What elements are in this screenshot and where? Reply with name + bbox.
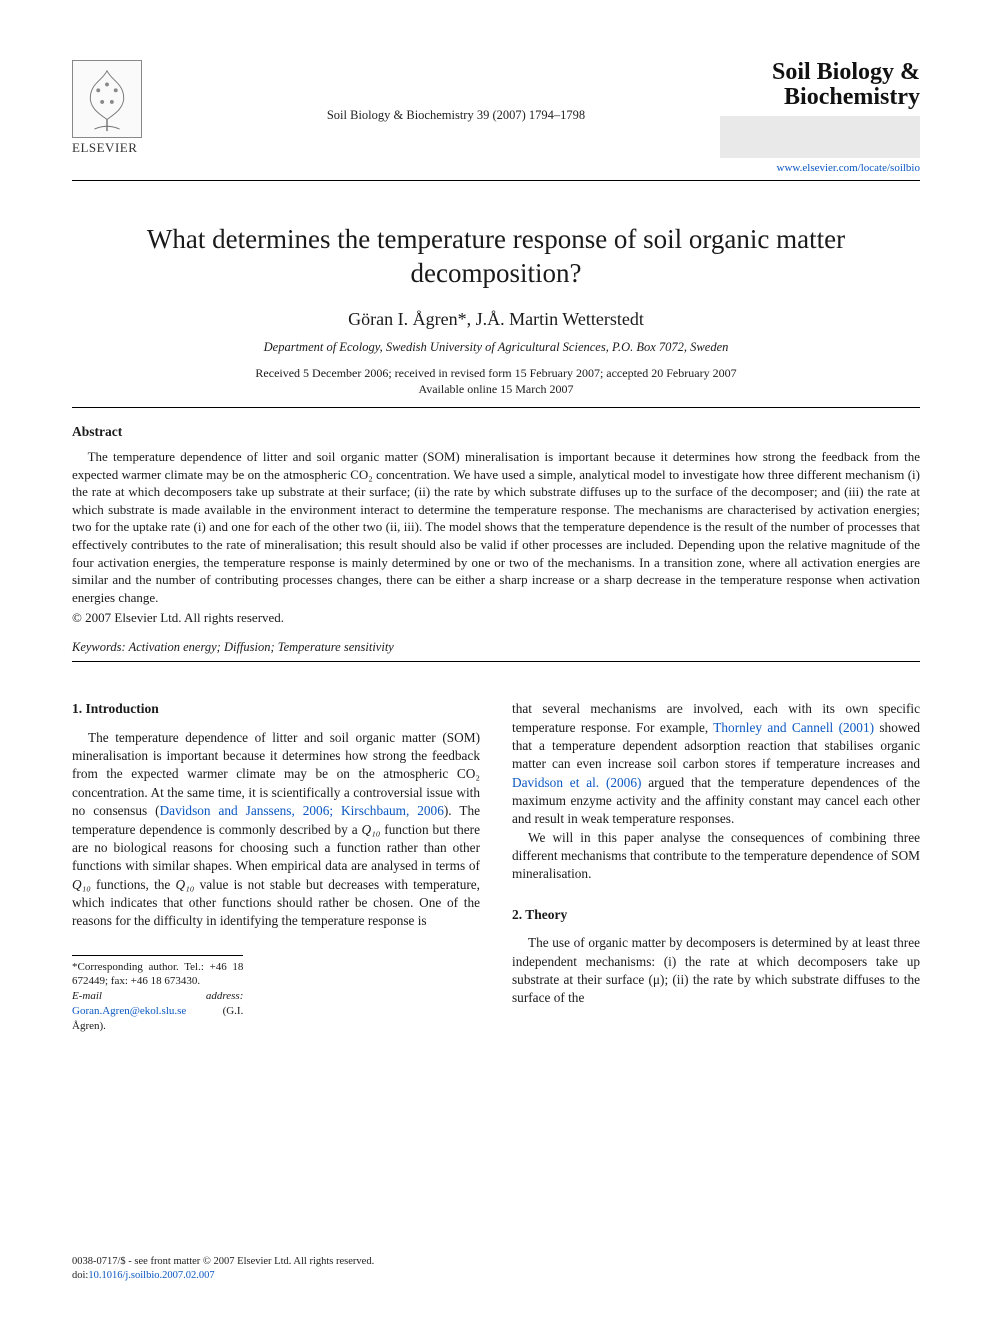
q10-symbol: Q₁₀ [72, 877, 91, 892]
abstract-section: Abstract The temperature dependence of l… [72, 424, 920, 626]
section-heading-intro: 1. Introduction [72, 700, 480, 719]
theory-para-1: The use of organic matter by decomposers… [512, 934, 920, 1007]
publisher-name: ELSEVIER [72, 140, 192, 156]
intro-para-3: We will in this paper analyse the conseq… [512, 829, 920, 884]
authors: Göran I. Ågren*, J.Å. Martin Wetterstedt [72, 309, 920, 330]
journal-title-line1: Soil Biology & [772, 59, 920, 85]
journal-title-line2: Biochemistry [784, 84, 920, 110]
header-rule [72, 180, 920, 181]
left-column: 1. Introduction The temperature dependen… [72, 700, 480, 1034]
journal-url-link[interactable]: www.elsevier.com/locate/soilbio [720, 162, 920, 174]
keywords-list: Activation energy; Diffusion; Temperatur… [129, 640, 394, 654]
post-keywords-rule [72, 661, 920, 662]
dates-line2: Available online 15 March 2007 [418, 382, 573, 396]
affiliation: Department of Ecology, Swedish Universit… [72, 340, 920, 355]
email-link[interactable]: Goran.Agren@ekol.slu.se [72, 1005, 186, 1017]
doi-line: doi:10.1016/j.soilbio.2007.02.007 [72, 1269, 374, 1283]
publisher-block: ELSEVIER [72, 60, 192, 156]
abstract-body: The temperature dependence of litter and… [72, 448, 920, 606]
journal-title: Soil Biology & Biochemistry [720, 60, 920, 110]
corresponding-author-note: *Corresponding author. Tel.: +46 18 6724… [72, 960, 243, 990]
citation-link[interactable]: Davidson and Janssens, 2006; Kirschbaum,… [160, 803, 444, 818]
journal-block: Soil Biology & Biochemistry www.elsevier… [720, 60, 920, 174]
page-header: ELSEVIER Soil Biology & Biochemistry 39 … [72, 60, 920, 174]
page-footer: 0038-0717/$ - see front matter © 2007 El… [72, 1255, 374, 1283]
dates-line1: Received 5 December 2006; received in re… [255, 366, 736, 380]
section-heading-theory: 2. Theory [512, 906, 920, 925]
q10-symbol: Q₁₀ [176, 877, 195, 892]
right-column: that several mechanisms are involved, ea… [512, 700, 920, 1034]
body-columns: 1. Introduction The temperature dependen… [72, 700, 920, 1034]
journal-cover-thumb [720, 116, 920, 158]
pre-abstract-rule [72, 407, 920, 408]
abstract-heading: Abstract [72, 424, 920, 440]
abstract-copyright: © 2007 Elsevier Ltd. All rights reserved… [72, 610, 920, 626]
doi-label: doi: [72, 1270, 88, 1281]
footnotes-block: *Corresponding author. Tel.: +46 18 6724… [72, 955, 243, 1034]
text-run: functions, the [91, 877, 176, 892]
citation-link[interactable]: Davidson et al. (2006) [512, 775, 641, 790]
keywords-label: Keywords: [72, 640, 126, 654]
intro-para-2: that several mechanisms are involved, ea… [512, 700, 920, 828]
keywords-line: Keywords: Activation energy; Diffusion; … [72, 640, 920, 655]
elsevier-tree-logo [72, 60, 142, 138]
running-head: Soil Biology & Biochemistry 39 (2007) 17… [192, 60, 720, 123]
q10-symbol: Q₁₀ [362, 822, 381, 837]
email-label: E-mail address: [72, 990, 243, 1002]
email-line: E-mail address: Goran.Agren@ekol.slu.se … [72, 989, 243, 1034]
doi-link[interactable]: 10.1016/j.soilbio.2007.02.007 [88, 1270, 214, 1281]
citation-link[interactable]: Thornley and Cannell (2001) [713, 720, 874, 735]
article-title: What determines the temperature response… [132, 223, 860, 291]
intro-para-1: The temperature dependence of litter and… [72, 729, 480, 931]
front-matter-line: 0038-0717/$ - see front matter © 2007 El… [72, 1255, 374, 1269]
article-dates: Received 5 December 2006; received in re… [72, 365, 920, 397]
